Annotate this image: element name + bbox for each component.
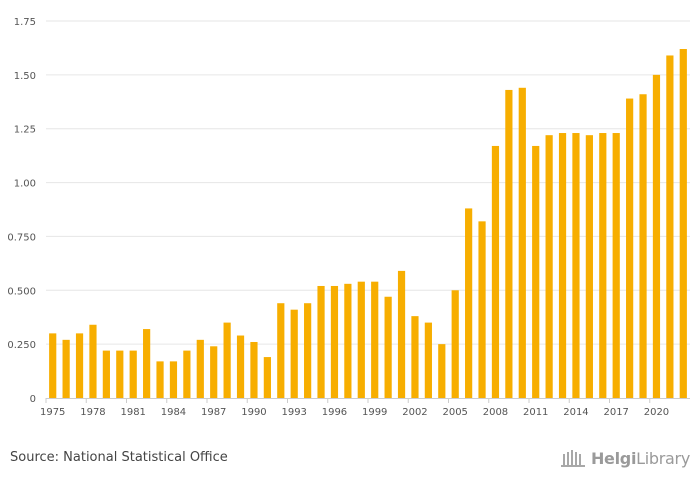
x-tick-label: 1978 bbox=[80, 407, 105, 418]
bar bbox=[263, 357, 271, 398]
bar bbox=[679, 49, 687, 399]
library-building-icon bbox=[560, 450, 585, 467]
bar bbox=[102, 350, 110, 398]
source-note: Source: National Statistical Office bbox=[10, 450, 228, 465]
bar bbox=[465, 208, 473, 398]
y-tick-label: 0.250 bbox=[7, 340, 36, 351]
bar bbox=[639, 94, 647, 398]
x-tick-label: 1981 bbox=[120, 407, 145, 418]
x-tick-label: 2002 bbox=[402, 407, 427, 418]
bar bbox=[143, 329, 151, 398]
bar bbox=[532, 145, 540, 398]
helgi-library-logo[interactable]: HelgiLibrary bbox=[560, 448, 690, 468]
y-tick-label: 0 bbox=[30, 394, 36, 405]
bar bbox=[438, 344, 446, 398]
bars bbox=[49, 49, 687, 399]
y-axis: 0 0.250 0.500 0.750 1.00 1.25 1.50 1.75 bbox=[7, 17, 36, 405]
bar bbox=[518, 87, 526, 398]
bar bbox=[612, 133, 620, 398]
bar bbox=[585, 135, 593, 399]
bar bbox=[411, 316, 419, 398]
x-tick-label: 2011 bbox=[523, 407, 548, 418]
y-tick-label: 1.75 bbox=[14, 17, 36, 28]
y-tick-label: 1.25 bbox=[14, 125, 36, 136]
bar bbox=[478, 221, 486, 398]
y-tick-label: 0.750 bbox=[7, 232, 36, 243]
x-tick-label: 2008 bbox=[483, 407, 508, 418]
bar bbox=[357, 281, 365, 398]
x-tick-label: 1996 bbox=[322, 407, 347, 418]
bar bbox=[505, 89, 513, 399]
y-tick-label: 1.50 bbox=[14, 71, 36, 82]
grid-lines bbox=[46, 20, 690, 345]
bar bbox=[626, 98, 634, 398]
bar bbox=[384, 296, 392, 398]
x-tick-label: 1975 bbox=[40, 407, 65, 418]
bar bbox=[451, 290, 459, 398]
x-tick-label: 1993 bbox=[281, 407, 306, 418]
x-tick-label: 2020 bbox=[644, 407, 669, 418]
bar bbox=[599, 133, 607, 398]
bar bbox=[371, 281, 379, 398]
y-tick-label: 0.500 bbox=[7, 286, 36, 297]
bar bbox=[62, 339, 70, 398]
x-tick-label: 1984 bbox=[161, 407, 186, 418]
bar bbox=[317, 285, 325, 398]
bar bbox=[330, 285, 339, 398]
x-tick-label: 1999 bbox=[362, 407, 387, 418]
x-tick-label: 1987 bbox=[201, 407, 226, 418]
bar bbox=[250, 341, 258, 398]
bar bbox=[183, 350, 191, 398]
bar bbox=[49, 333, 57, 398]
bar bbox=[75, 333, 84, 398]
bar bbox=[116, 350, 124, 398]
x-tick-label: 2005 bbox=[442, 407, 467, 418]
bar bbox=[290, 309, 298, 398]
brand-name: HelgiLibrary bbox=[590, 448, 690, 468]
bar bbox=[304, 303, 312, 398]
bar bbox=[424, 322, 432, 398]
y-tick-label: 1.00 bbox=[14, 179, 36, 190]
x-tick-label: 1990 bbox=[241, 407, 266, 418]
bar bbox=[545, 135, 553, 399]
bar bbox=[491, 145, 500, 398]
bar bbox=[236, 335, 245, 398]
bar bbox=[223, 322, 231, 398]
bar bbox=[210, 346, 218, 398]
x-tick-label: 2014 bbox=[563, 407, 588, 418]
bar bbox=[652, 74, 661, 398]
bar bbox=[277, 303, 285, 398]
x-tick-label: 2017 bbox=[603, 407, 628, 418]
x-axis: 1975 1978 1981 1984 1987 1990 1993 1996 1999 2002… bbox=[40, 398, 690, 418]
bar bbox=[169, 361, 178, 398]
bar bbox=[89, 324, 97, 398]
bar bbox=[196, 339, 204, 398]
bar bbox=[344, 283, 352, 398]
bar bbox=[156, 361, 164, 398]
bar bbox=[666, 55, 674, 399]
bar bbox=[572, 133, 580, 398]
bar bbox=[558, 133, 567, 398]
bar bbox=[129, 350, 137, 398]
bar bbox=[397, 270, 406, 398]
